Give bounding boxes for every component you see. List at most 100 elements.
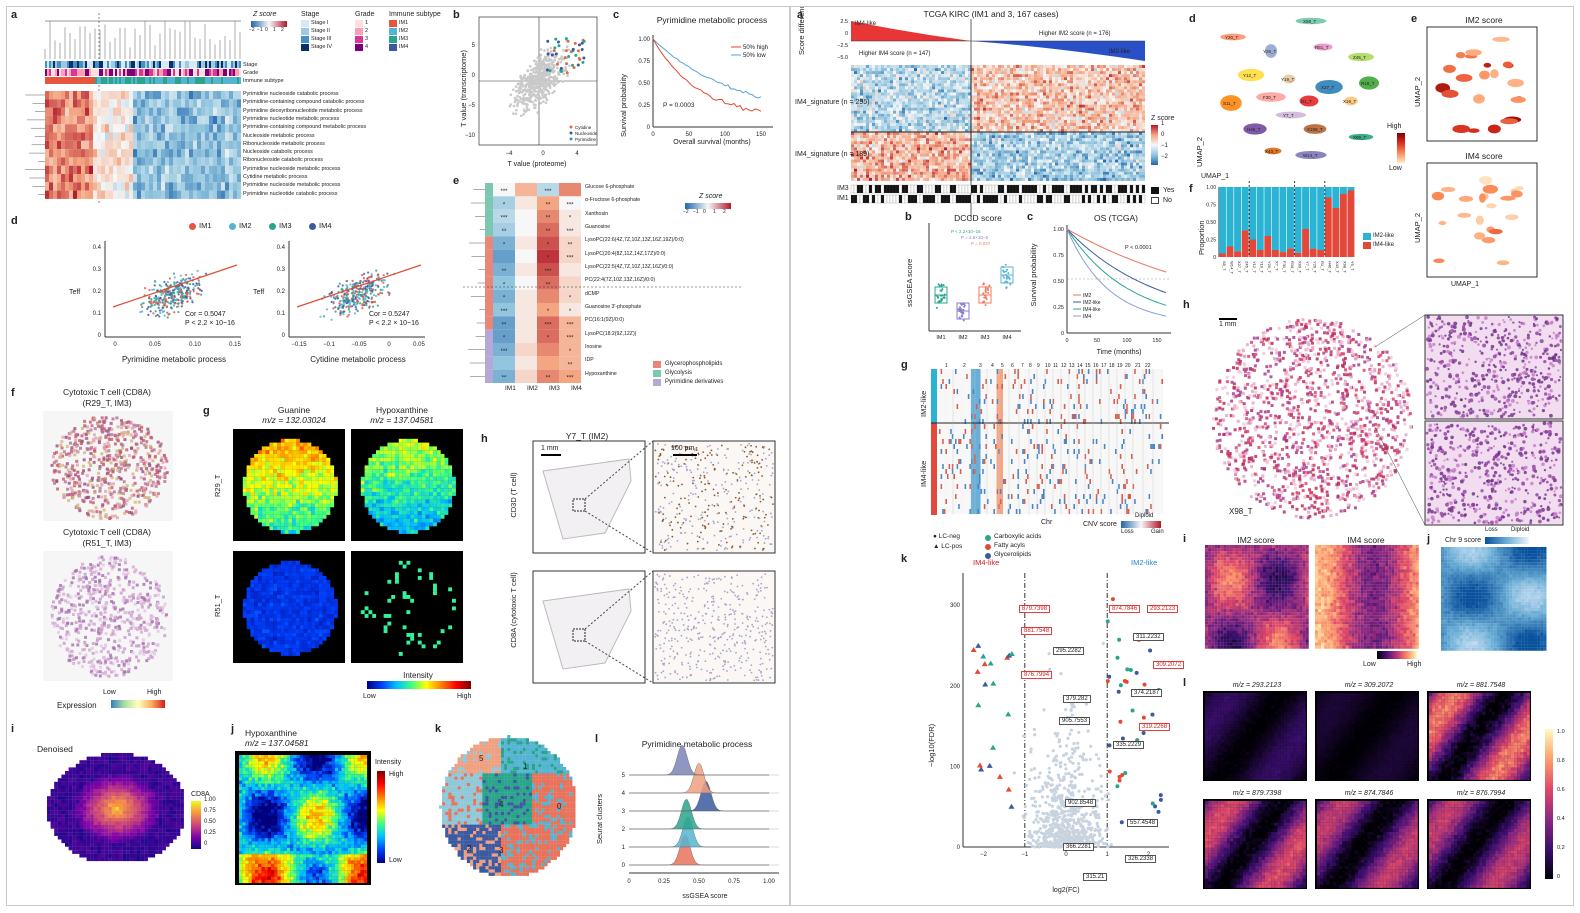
tissue-pixel xyxy=(101,605,105,609)
x-tick: IM2 xyxy=(527,385,538,392)
msi-pixel xyxy=(372,511,377,515)
tissue-pixel xyxy=(62,641,66,645)
tissue-pixel xyxy=(81,576,85,580)
msi-pixel xyxy=(261,488,266,493)
msi-pixel xyxy=(387,522,392,527)
msi-pixel xyxy=(284,499,289,504)
point xyxy=(158,309,162,312)
subtype-cell xyxy=(219,77,221,84)
grade-cell xyxy=(115,69,117,76)
msi-pixel xyxy=(360,492,365,496)
msi-pixel xyxy=(444,473,449,477)
heat-cell xyxy=(65,174,69,183)
msi-pixel xyxy=(280,507,285,512)
heat-cell xyxy=(217,149,221,158)
gray-point xyxy=(519,86,523,90)
grade-cell xyxy=(209,69,211,76)
point xyxy=(360,287,364,290)
tissue-pixel xyxy=(66,487,70,491)
msi-pixel xyxy=(406,499,411,504)
msi-pixel xyxy=(402,442,407,447)
point xyxy=(197,282,201,285)
subtype-cell xyxy=(217,77,219,84)
msi-pixel xyxy=(250,495,255,500)
msi-pixel xyxy=(311,450,316,455)
heat-cell xyxy=(161,140,165,150)
msi-pixel xyxy=(425,514,430,519)
category-cell xyxy=(485,236,493,250)
tissue-pixel xyxy=(67,452,71,456)
grade-cell xyxy=(221,69,223,76)
heat-cell xyxy=(153,99,157,108)
msi-pixel xyxy=(296,495,300,500)
msi-pixel xyxy=(277,648,281,653)
msi-pixel xyxy=(292,644,297,649)
heat-cell xyxy=(189,149,193,158)
msi-pixel xyxy=(303,564,308,569)
tissue-pixel xyxy=(99,583,103,587)
heat-cell xyxy=(493,249,515,263)
heat-cell xyxy=(137,132,141,141)
msi-pixel xyxy=(269,610,274,615)
msi-pixel xyxy=(383,499,388,504)
tissue-pixel xyxy=(98,510,102,514)
heat-cell xyxy=(193,149,197,158)
point xyxy=(152,312,155,315)
subtype-cell xyxy=(101,77,103,84)
gray-point xyxy=(533,80,536,83)
msi-pixel xyxy=(410,526,415,531)
tissue-pixel xyxy=(148,464,152,468)
heat-cell xyxy=(165,91,169,100)
msi-pixel xyxy=(303,583,308,588)
msi-pixel xyxy=(433,446,437,451)
msi-pixel xyxy=(265,579,270,584)
heat-cell xyxy=(237,190,241,199)
gray-point xyxy=(509,93,513,97)
heat-cell xyxy=(205,115,209,125)
subtype-cell xyxy=(131,77,133,84)
msi-pixel xyxy=(284,484,289,489)
d-legend: IM1 IM2 IM3 IM4 xyxy=(189,221,429,233)
heat-cell xyxy=(121,91,125,100)
heat-cell xyxy=(45,165,49,174)
tissue-pixel xyxy=(137,613,141,617)
msi-pixel xyxy=(296,450,300,455)
grade-cell xyxy=(69,69,71,76)
msi-pixel xyxy=(387,469,392,474)
gray-point xyxy=(549,66,553,69)
heat-cell xyxy=(153,157,157,166)
point xyxy=(166,280,169,284)
gray-point xyxy=(521,99,525,103)
tissue-pixel xyxy=(157,584,161,588)
heat-cell xyxy=(85,140,89,150)
point xyxy=(154,310,157,313)
heat-cell xyxy=(61,99,65,108)
msi-pixel xyxy=(421,484,426,489)
msi-pixel xyxy=(387,511,392,515)
msi-pixel xyxy=(284,617,289,622)
tissue-pixel xyxy=(104,513,108,517)
msi-pixel xyxy=(280,644,285,649)
tissue-pixel xyxy=(103,618,107,622)
heat-cell xyxy=(57,149,61,158)
z-tick: −2 xyxy=(249,27,255,34)
heat-cell xyxy=(185,107,189,116)
z-tick: −1 xyxy=(257,27,263,34)
tissue-pixel xyxy=(126,571,130,575)
msi-pixel xyxy=(398,461,403,466)
tissue-pixel xyxy=(144,460,148,464)
subtype-cell xyxy=(69,77,71,84)
stage-swatch xyxy=(301,28,309,35)
stage-cell xyxy=(93,61,95,68)
msi-pixel xyxy=(284,633,289,637)
heat-cell xyxy=(237,140,241,150)
msi-pixel xyxy=(280,457,285,462)
tissue-pixel xyxy=(109,422,113,426)
subtype-cell xyxy=(155,77,157,84)
stage-item: Stage III xyxy=(311,36,332,42)
tissue-pixel xyxy=(98,515,102,519)
stage-cell xyxy=(91,61,93,68)
grade-cell xyxy=(181,69,183,76)
gray-point xyxy=(522,93,526,97)
heat-cell xyxy=(229,140,233,150)
